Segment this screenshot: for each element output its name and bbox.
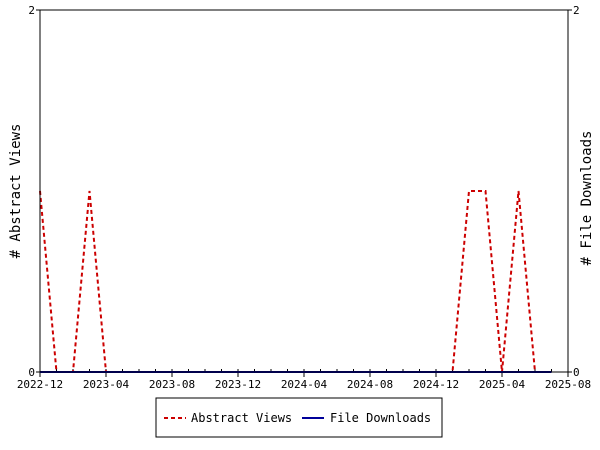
x-tick-label: 2025-04 — [479, 378, 526, 391]
y-left-axis-title: # Abstract Views — [8, 124, 24, 259]
x-tick-label: 2024-04 — [281, 378, 328, 391]
x-tick-label: 2022-12 — [17, 378, 63, 391]
x-tick-label: 2023-12 — [215, 378, 261, 391]
x-tick-label: 2025-08 — [545, 378, 591, 391]
series-layer — [39, 190, 552, 373]
legend: Abstract Views File Downloads — [155, 397, 443, 438]
ticks-layer: 2022-12 2023-04 2023-08 2023-12 2024-04 2024-… — [17, 4, 591, 391]
x-tick-label: 2024-12 — [413, 378, 459, 391]
series-line-abstract-views — [39, 190, 552, 373]
y-right-tick-label: 0 — [573, 366, 580, 379]
y-left-tick-label: 0 — [28, 366, 35, 379]
y-right-tick-label: 2 — [573, 4, 580, 17]
y-right-axis-title: # File Downloads — [579, 131, 595, 266]
y-left-tick-label: 2 — [28, 4, 35, 17]
legend-box — [155, 397, 443, 438]
plot-frame — [39, 9, 569, 373]
x-tick-label: 2024-08 — [347, 378, 393, 391]
x-tick-label: 2023-08 — [149, 378, 195, 391]
legend-label-abstract-views: Abstract Views — [191, 411, 292, 425]
legend-label-file-downloads: File Downloads — [330, 411, 431, 425]
x-tick-label: 2023-04 — [83, 378, 130, 391]
